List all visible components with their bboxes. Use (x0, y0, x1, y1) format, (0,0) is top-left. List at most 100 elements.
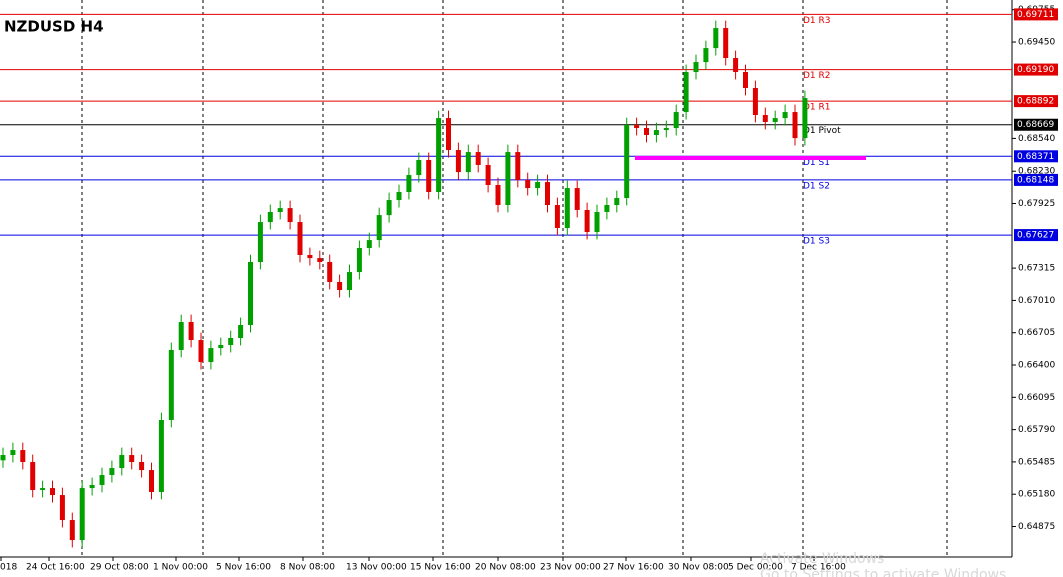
candle-body (347, 272, 352, 291)
x-tick-label: 13 Nov 00:00 (346, 563, 407, 573)
level-name: D1 S2 (803, 181, 830, 191)
candle-body (238, 324, 244, 339)
price-box (1014, 63, 1058, 76)
candle-body (634, 125, 640, 129)
candle-body (386, 200, 392, 216)
level-name: D1 S3 (803, 237, 830, 247)
candle-body (109, 468, 115, 476)
x-tick-label: 1 Nov 00:00 (153, 563, 208, 573)
candle-body (50, 488, 55, 496)
candle-body (99, 475, 105, 485)
candle-body (267, 211, 273, 223)
candle-body (554, 205, 560, 228)
price-box (1014, 173, 1058, 186)
x-tick-label: 24 Oct 16:00 (26, 563, 85, 573)
candle-body (406, 175, 412, 192)
candle-body (337, 281, 343, 291)
y-tick-label: 0.68230 (1018, 167, 1055, 177)
y-tick-label: 0.66400 (1018, 361, 1055, 371)
x-tick-label: 018 (0, 563, 17, 573)
candle-body (416, 160, 422, 176)
x-tick-label: 20 Nov 08:00 (475, 563, 536, 573)
candle-body (683, 72, 689, 113)
candle-body (723, 28, 729, 59)
candle-body (158, 419, 164, 492)
x-tick-label: 27 Nov 16:00 (603, 563, 664, 573)
candle-body (545, 182, 550, 206)
y-tick-label: 0.67010 (1018, 296, 1055, 306)
candle-body (713, 28, 719, 49)
candle-body (673, 112, 679, 129)
candle-body (257, 222, 263, 262)
candle-body (139, 462, 145, 471)
price-box (1014, 229, 1058, 242)
candle-body (693, 62, 699, 73)
candle-body (614, 198, 620, 206)
price-box-label: 0.68669 (1017, 120, 1054, 130)
y-tick-label: 0.65485 (1018, 457, 1055, 467)
candle-body (752, 87, 758, 116)
candle-body (762, 115, 768, 122)
candle-body (327, 261, 333, 282)
candle-body (228, 338, 234, 346)
candle-body (248, 261, 253, 325)
candle-body (426, 160, 432, 192)
candle-body (168, 349, 174, 420)
y-tick-label: 0.65180 (1018, 490, 1055, 500)
candle-body (89, 484, 95, 489)
candle-body (564, 188, 570, 228)
level-name: D1 Pivot (803, 126, 841, 136)
y-tick-label: 0.67925 (1018, 199, 1055, 209)
x-tick-label: 15 Nov 16:00 (410, 563, 471, 573)
candle-body (772, 118, 778, 122)
candle-body (30, 462, 36, 490)
candle-body (475, 152, 481, 165)
candle-body (287, 208, 293, 223)
candle-body (525, 180, 531, 189)
price-box (1014, 95, 1058, 108)
x-tick-label: 30 Nov 08:00 (668, 563, 729, 573)
candle-body (69, 520, 75, 541)
candle-body (10, 450, 16, 456)
candle-body (446, 118, 451, 151)
candle-body (119, 455, 125, 469)
candle-body (653, 130, 659, 136)
candle-body (505, 152, 511, 206)
candle-body (149, 470, 154, 492)
candle-body (396, 191, 402, 201)
candle-body (455, 150, 461, 173)
candle-body (465, 152, 471, 173)
y-tick-label: 0.68540 (1018, 134, 1055, 144)
candle-body (208, 348, 214, 363)
watermark: Go to Settings to activate Windows. (760, 567, 1011, 577)
y-tick-label: 0.66095 (1018, 393, 1055, 403)
price-box (1014, 8, 1058, 21)
price-box-label: 0.68371 (1017, 152, 1054, 162)
watermark: Activate Windows (760, 551, 884, 567)
candle-body (79, 488, 85, 541)
candle-body (188, 322, 194, 341)
candle-body (129, 455, 135, 463)
candle-body (703, 48, 709, 63)
price-box-label: 0.69190 (1017, 65, 1054, 75)
candle-body (218, 345, 224, 349)
chart-title: NZDUSD H4 (4, 18, 104, 36)
candle-body (376, 215, 382, 241)
candle-body (20, 450, 26, 463)
y-tick-label: 0.67315 (1018, 264, 1055, 274)
candle-body (802, 98, 808, 139)
candle-body (495, 184, 501, 206)
candle-body (733, 58, 739, 73)
x-tick-label: 23 Nov 00:00 (540, 563, 601, 573)
candle-body (515, 152, 521, 181)
x-tick-label: 8 Nov 08:00 (280, 563, 335, 573)
candle-body (574, 188, 580, 210)
candle-body (297, 222, 303, 255)
price-box (1014, 118, 1058, 131)
level-name: D1 S1 (803, 158, 830, 168)
price-box-label: 0.68892 (1017, 97, 1054, 107)
candle-body (604, 205, 610, 212)
y-tick-label: 0.66705 (1018, 328, 1055, 338)
candle-body (59, 495, 65, 521)
